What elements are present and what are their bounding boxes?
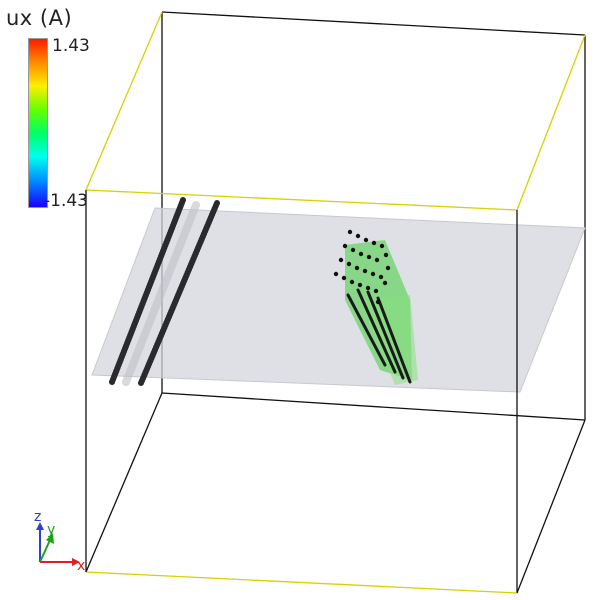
axis-x-label: x [77, 558, 85, 574]
legend-color-bar [28, 38, 48, 208]
axis-y-label: y [47, 522, 55, 538]
crystal-slab [91, 207, 586, 393]
dislocation-lines [109, 197, 220, 386]
legend-max-label: 1.43 [52, 36, 90, 56]
atom-cluster [333, 229, 418, 385]
axis-triad: x y z [34, 509, 85, 574]
legend-title: ux (A) [6, 6, 73, 30]
legend-min-label: -1.43 [44, 191, 88, 211]
simulation-box-front [85, 189, 586, 594]
axis-z-label: z [34, 509, 41, 525]
